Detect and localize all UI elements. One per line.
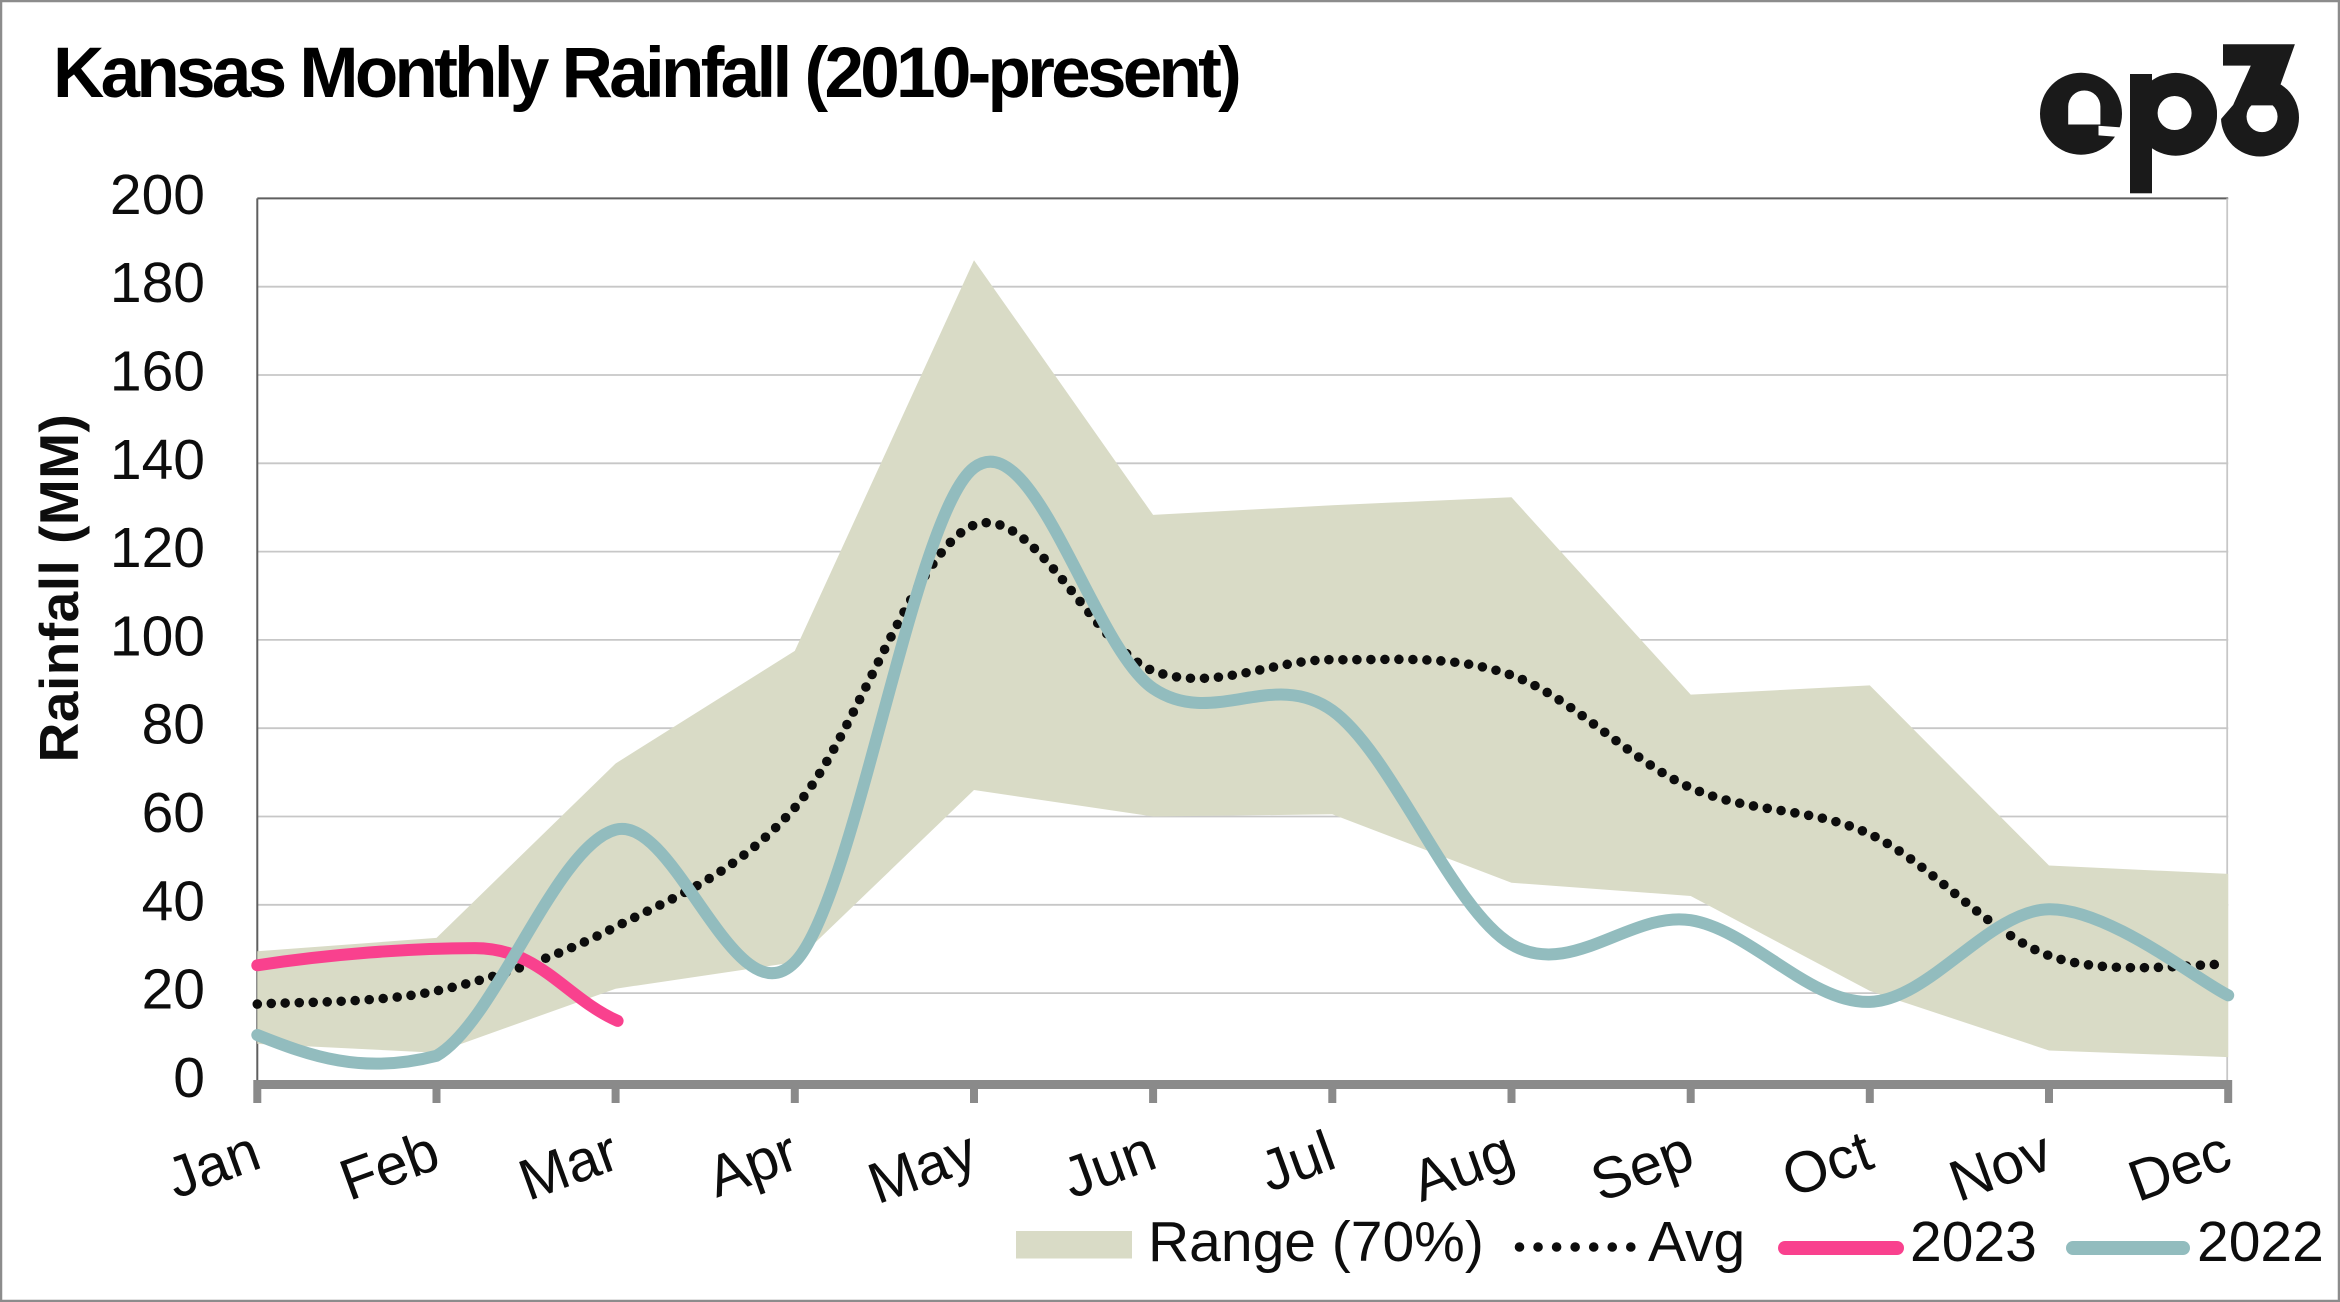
svg-text:40: 40 (142, 869, 205, 933)
svg-text:0: 0 (173, 1046, 205, 1110)
svg-text:200: 200 (110, 163, 205, 227)
svg-text:Rainfall (MM): Rainfall (MM) (28, 414, 90, 763)
svg-text:20: 20 (142, 958, 205, 1022)
svg-text:120: 120 (110, 516, 205, 580)
svg-text:60: 60 (142, 781, 205, 845)
svg-text:2022: 2022 (2197, 1210, 2324, 1274)
svg-text:Avg: Avg (1648, 1210, 1745, 1274)
svg-text:Range (70%): Range (70%) (1148, 1210, 1484, 1274)
svg-text:160: 160 (110, 340, 205, 404)
svg-text:100: 100 (110, 604, 205, 668)
svg-text:80: 80 (142, 693, 205, 757)
svg-text:140: 140 (110, 428, 205, 492)
svg-text:Kansas Monthly Rainfall (2010-: Kansas Monthly Rainfall (2010-present) (53, 34, 1239, 113)
svg-text:2023: 2023 (1910, 1210, 2037, 1274)
svg-text:180: 180 (110, 251, 205, 315)
